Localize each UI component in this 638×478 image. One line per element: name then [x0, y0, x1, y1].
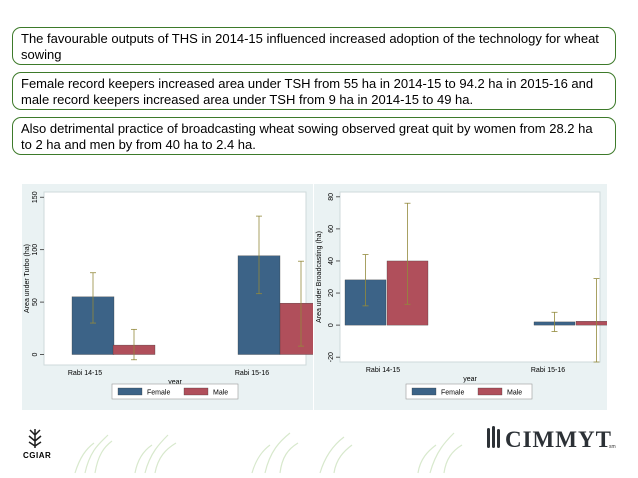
bar-male-2: [279, 302, 323, 355]
x-axis-label: year: [168, 379, 182, 386]
y-tick-label: 100: [32, 244, 39, 256]
y-tick-label: 0: [32, 352, 39, 356]
cimmyt-logo-text: CIMMYT: [505, 427, 612, 452]
y-tick-label: 20: [328, 289, 335, 297]
cimmyt-trademark: sm: [609, 444, 616, 450]
chart-panel-turbo: 0 50 100 150 Area under Turbo (ha) Rabi 14-15…: [22, 184, 323, 410]
bar-male-2: [575, 321, 618, 326]
cimmyt-logo-icon: [487, 426, 500, 448]
legend-box: [111, 383, 239, 400]
y-tick-label: 80: [328, 193, 335, 201]
x-category-label: Rabi 15-16: [531, 367, 565, 374]
y-axis-label: Area under Turbo (ha): [24, 244, 31, 313]
cgiar-logo-icon: [28, 429, 42, 448]
y-tick-label: 40: [328, 257, 335, 265]
legend-label-female: Female: [147, 390, 170, 397]
x-axis-label: year: [463, 376, 477, 383]
y-tick-label: 150: [32, 191, 39, 203]
wheat-watermark: [74, 432, 463, 474]
plot-area: [339, 191, 601, 363]
bullet-text-1: The favourable outputs of THS in 2014-15…: [21, 31, 599, 62]
footer-decoration: [28, 426, 500, 474]
x-category-label: Rabi 15-16: [235, 370, 269, 377]
x-category-label: Rabi 14-15: [366, 367, 400, 374]
x-category-label: Rabi 14-15: [68, 370, 102, 377]
y-tick-label: 0: [328, 323, 335, 327]
legend-label-male: Male: [213, 390, 228, 397]
y-axis-label: Area under Broadcasting (ha): [316, 231, 323, 323]
y-tick-label: 50: [32, 298, 39, 306]
chart-broadcasting: -20 0 20 40 60 80 Area under Broadcasting (ha)…: [316, 191, 618, 400]
bullet-text-2: Female record keepers increased area und…: [21, 76, 594, 107]
legend-swatch-female: [117, 387, 143, 396]
cgiar-logo-text: CGIAR: [23, 451, 52, 460]
bullet-box-2: Female record keepers increased area und…: [12, 72, 616, 110]
legend-swatch-male: [183, 387, 209, 396]
chart-turbo: 0 50 100 150 Area under Turbo (ha) Rabi 14-15…: [24, 191, 323, 400]
y-tick-label: -20: [328, 352, 335, 362]
legend-swatch-male: [477, 387, 503, 396]
bullet-box-1: The favourable outputs of THS in 2014-15…: [12, 27, 616, 65]
legend-swatch-female: [411, 387, 437, 396]
legend-label-male: Male: [507, 390, 522, 397]
bullet-text-3: Also detrimental practice of broadcastin…: [21, 121, 593, 152]
chart-panel-broadcasting: -20 0 20 40 60 80 Area under Broadcasting (ha)…: [314, 184, 618, 410]
legend-box: [405, 383, 533, 400]
bullet-box-3: Also detrimental practice of broadcastin…: [12, 117, 616, 155]
y-tick-label: 60: [328, 225, 335, 233]
legend-label-female: Female: [441, 390, 464, 397]
